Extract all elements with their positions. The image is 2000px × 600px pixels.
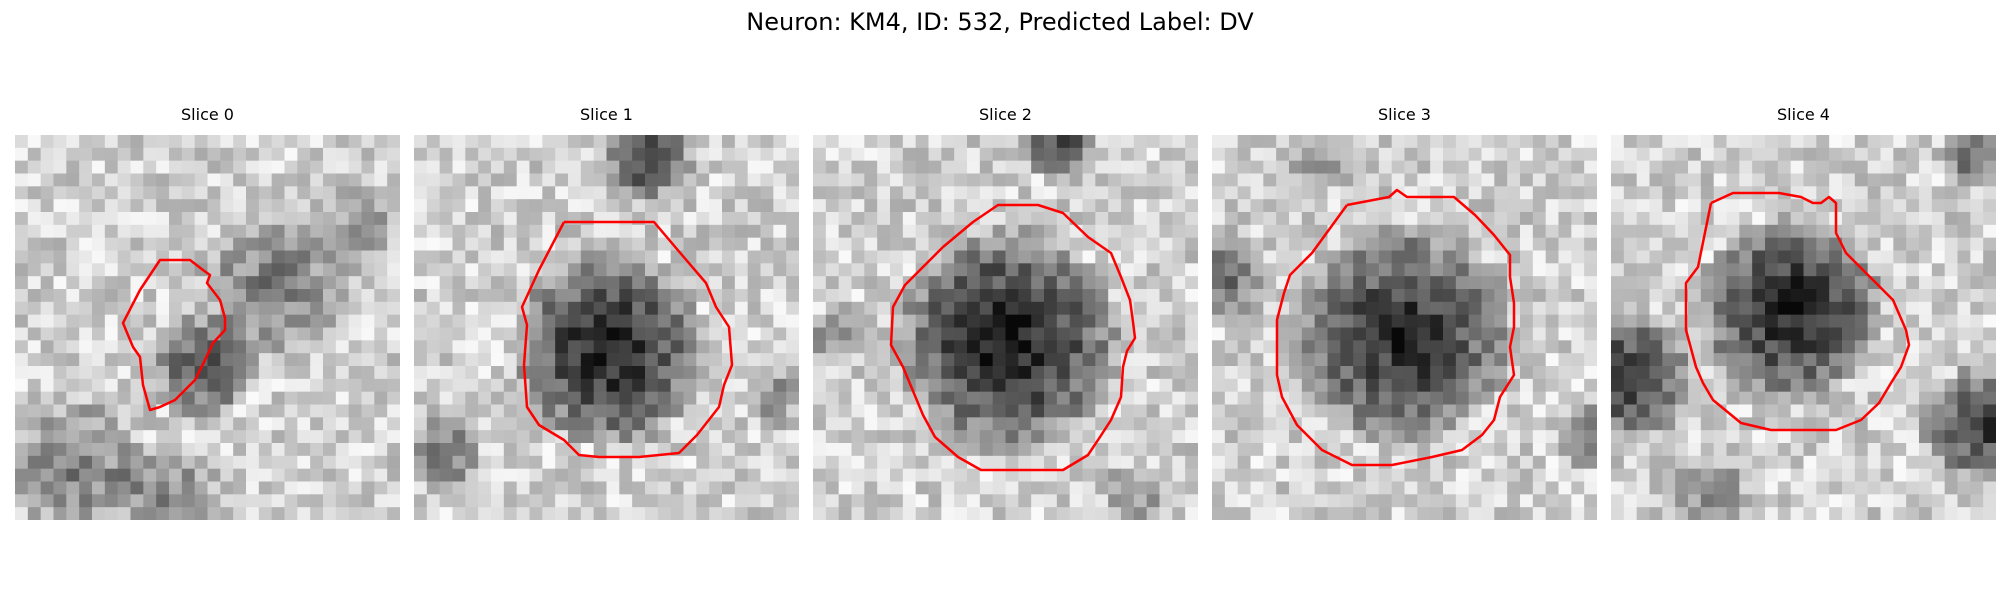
slice-title: Slice 1 bbox=[580, 105, 633, 124]
slice-image bbox=[414, 135, 799, 520]
slice-image bbox=[15, 135, 400, 520]
segmentation-contour bbox=[121, 258, 227, 412]
segmentation-contour bbox=[1684, 191, 1911, 432]
slice-title: Slice 2 bbox=[979, 105, 1032, 124]
segmentation-contour bbox=[520, 220, 734, 459]
slice-image bbox=[1212, 135, 1597, 520]
slice-image bbox=[1611, 135, 1996, 520]
slice-title: Slice 0 bbox=[181, 105, 234, 124]
segmentation-contour bbox=[889, 203, 1137, 472]
slice-title: Slice 3 bbox=[1378, 105, 1431, 124]
slice-title: Slice 4 bbox=[1777, 105, 1830, 124]
segmentation-contour bbox=[1275, 188, 1516, 467]
figure-title: Neuron: KM4, ID: 532, Predicted Label: D… bbox=[746, 8, 1254, 36]
slice-image bbox=[813, 135, 1198, 520]
